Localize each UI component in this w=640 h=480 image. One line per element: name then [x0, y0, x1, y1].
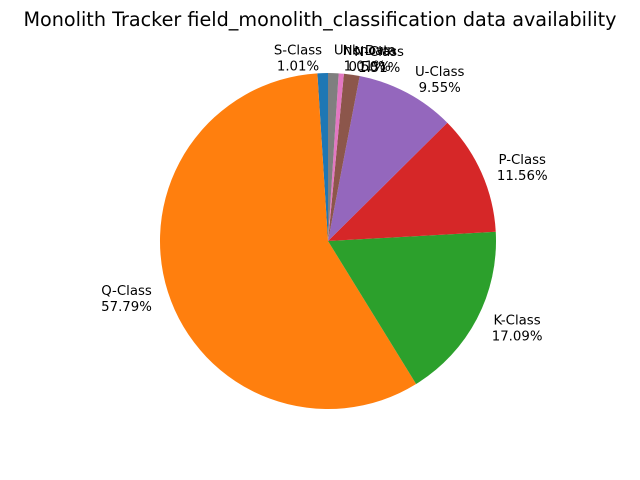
pie-label-percent: 17.09%	[492, 330, 543, 345]
pie-label-name: Unknown	[334, 43, 396, 58]
pie-label-name: No Data	[343, 44, 397, 59]
pie-label-unknown: Unknown 1.01%	[334, 43, 396, 74]
pie-slice-unknown	[328, 73, 339, 241]
pie-labels: S-Class 1.01%Q-Class 57.79%K-Class 17.09%P-…	[101, 43, 547, 344]
pie-slice-k-class	[328, 231, 497, 385]
pie-label-percent: 57.79%	[101, 300, 152, 315]
pie-label-percent: 11.56%	[497, 169, 548, 184]
pie-label-s-class: S-Class 1.01%	[274, 43, 322, 74]
pie-label-p-class: P-Class 11.56%	[497, 153, 548, 184]
pie-slice-q-class	[159, 73, 417, 410]
pie-label-name: K-Class	[494, 314, 541, 329]
pie-slices	[159, 73, 497, 410]
pie-label-percent: 1.01%	[344, 59, 386, 74]
pie-slice-n-class	[328, 73, 360, 241]
pie-label-percent: 0.50%	[349, 60, 391, 75]
pie-label-name: P-Class	[498, 153, 546, 168]
pie-slice-no-data	[328, 73, 344, 241]
pie-label-k-class: K-Class 17.09%	[492, 314, 543, 345]
pie-label-percent: 1.51%	[358, 61, 400, 76]
pie-label-n-class: N-Class 1.51%	[354, 45, 404, 76]
pie-label-u-class: U-Class 9.55%	[415, 65, 465, 96]
pie-label-percent: 1.01%	[277, 59, 319, 74]
pie-label-name: N-Class	[354, 45, 404, 60]
pie-slice-s-class	[317, 73, 328, 241]
pie-label-no-data: No Data 0.50%	[343, 44, 397, 75]
pie-slice-u-class	[328, 76, 448, 241]
pie-label-q-class: Q-Class 57.79%	[101, 284, 152, 315]
pie-label-name: Q-Class	[101, 284, 152, 299]
pie-slice-p-class	[328, 122, 496, 241]
pie-label-name: U-Class	[415, 65, 465, 80]
pie-label-percent: 9.55%	[419, 81, 461, 96]
chart-title: Monolith Tracker field_monolith_classifi…	[23, 8, 616, 31]
pie-label-name: S-Class	[274, 43, 322, 58]
